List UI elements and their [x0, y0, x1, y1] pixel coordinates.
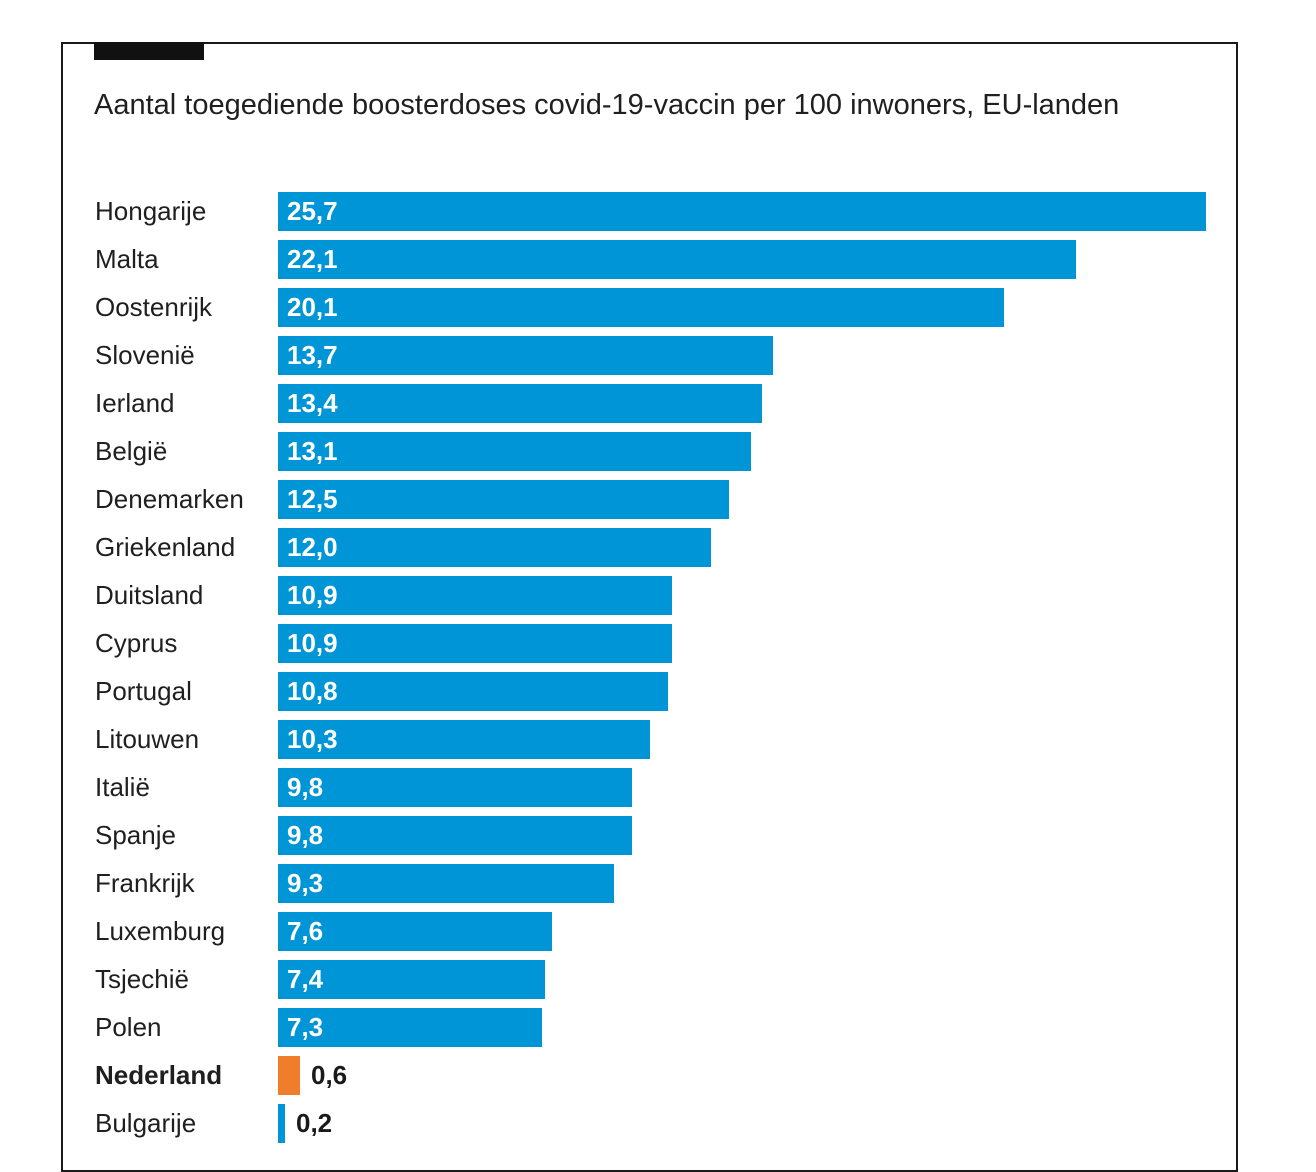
bar	[278, 912, 552, 951]
category-label: Hongarije	[95, 196, 207, 226]
bar	[278, 768, 632, 807]
value-label: 10,9	[287, 580, 338, 610]
value-label: 12,0	[287, 532, 338, 562]
value-label: 0,2	[296, 1108, 333, 1138]
bar	[278, 192, 1206, 231]
value-label: 20,1	[287, 292, 338, 322]
value-label: 10,8	[287, 676, 338, 706]
category-label: Portugal	[95, 676, 192, 706]
category-label: Duitsland	[95, 580, 204, 610]
category-label: Bulgarije	[95, 1108, 197, 1138]
bar	[278, 240, 1076, 279]
category-label: Malta	[95, 244, 159, 274]
bar	[278, 1008, 542, 1047]
value-label: 22,1	[287, 244, 338, 274]
value-label: 7,4	[287, 964, 324, 994]
bar	[278, 288, 1004, 327]
value-label: 10,3	[287, 724, 338, 754]
category-label: Denemarken	[95, 484, 244, 514]
value-label: 0,6	[311, 1060, 348, 1090]
value-label: 25,7	[287, 196, 338, 226]
value-label: 13,1	[287, 436, 338, 466]
category-label: Oostenrijk	[95, 292, 213, 322]
bar	[278, 1104, 285, 1143]
bar	[278, 672, 668, 711]
value-label: 9,8	[287, 820, 324, 850]
chart-frame: Aantal toegediende boosterdoses covid-19…	[61, 42, 1238, 1172]
value-label: 13,7	[287, 340, 338, 370]
value-label: 7,6	[287, 916, 324, 946]
category-label: Ierland	[95, 388, 175, 418]
bar	[278, 528, 711, 567]
bar	[278, 480, 729, 519]
section-tag-bar	[94, 42, 204, 60]
bar	[278, 624, 672, 663]
bar	[278, 1056, 300, 1095]
value-label: 9,8	[287, 772, 324, 802]
bar	[278, 864, 614, 903]
category-label: Frankrijk	[95, 868, 195, 898]
category-label: Tsjechië	[95, 964, 189, 994]
category-label: Spanje	[95, 820, 176, 850]
category-label: Polen	[95, 1012, 162, 1042]
value-label: 10,9	[287, 628, 338, 658]
bar	[278, 336, 773, 375]
bar	[278, 384, 762, 423]
value-label: 9,3	[287, 868, 324, 898]
bar	[278, 960, 545, 999]
category-label: België	[95, 436, 168, 466]
bar	[278, 720, 650, 759]
category-label: Cyprus	[95, 628, 178, 658]
category-label: Luxemburg	[95, 916, 226, 946]
bar	[278, 432, 751, 471]
category-label: Slovenië	[95, 340, 195, 370]
category-label: Litouwen	[95, 724, 200, 754]
category-label: Nederland	[95, 1060, 223, 1090]
value-label: 12,5	[287, 484, 338, 514]
value-label: 13,4	[287, 388, 338, 418]
category-label: Italië	[95, 772, 150, 802]
value-label: 7,3	[287, 1012, 324, 1042]
chart-title: Aantal toegediende boosterdoses covid-19…	[94, 89, 1120, 121]
bar	[278, 576, 672, 615]
bar	[278, 816, 632, 855]
category-label: Griekenland	[95, 532, 236, 562]
